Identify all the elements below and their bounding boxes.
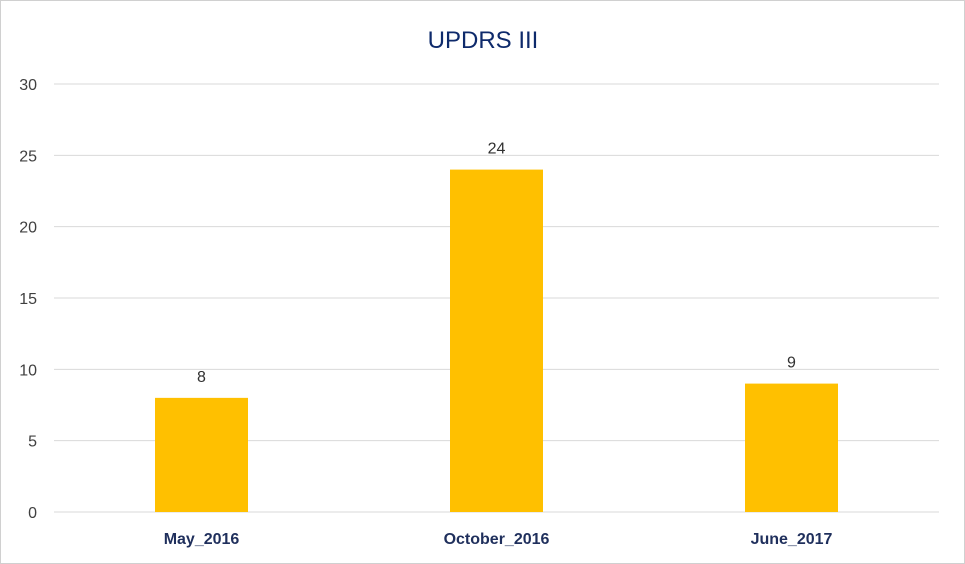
y-tick-label-25: 25 <box>19 148 37 165</box>
x-tick-label-October_2016: October_2016 <box>444 531 550 548</box>
y-tick-label-5: 5 <box>28 434 37 451</box>
data-labels: 8 24 9 <box>197 141 796 386</box>
y-tick-label-20: 20 <box>19 220 37 237</box>
y-tick-label-0: 0 <box>28 505 37 522</box>
data-label-October_2016: 24 <box>488 141 506 158</box>
y-axis-ticks: 0 5 10 15 20 25 30 <box>19 77 37 522</box>
data-label-June_2017: 9 <box>787 355 796 372</box>
data-label-May_2016: 8 <box>197 369 206 386</box>
y-tick-label-30: 30 <box>19 77 37 94</box>
bar-October_2016 <box>450 169 543 512</box>
y-tick-label-15: 15 <box>19 291 37 308</box>
x-tick-label-June_2017: June_2017 <box>751 531 833 548</box>
y-tick-label-10: 10 <box>19 362 37 379</box>
x-tick-label-May_2016: May_2016 <box>164 531 240 548</box>
bar-June_2017 <box>745 383 838 512</box>
x-axis-labels: May_2016 October_2016 June_2017 <box>164 531 833 548</box>
bars <box>155 169 838 512</box>
bar-May_2016 <box>155 397 248 512</box>
chart-title: UPDRS III <box>428 27 539 54</box>
